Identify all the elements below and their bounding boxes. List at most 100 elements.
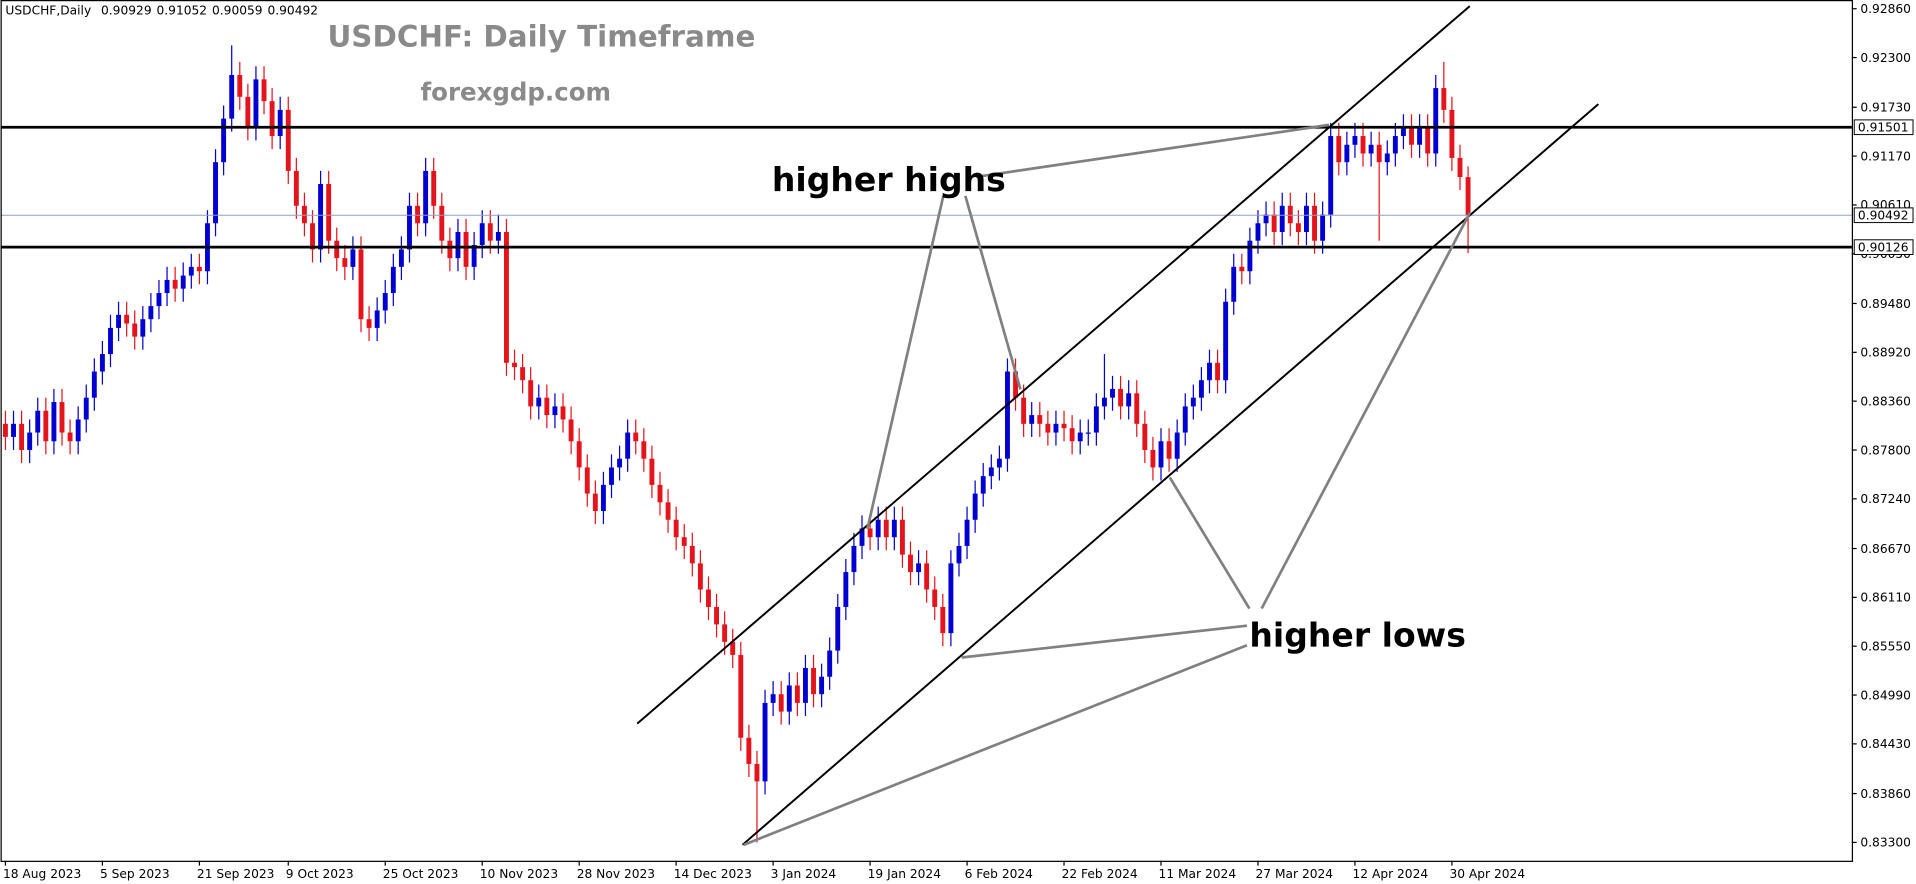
candle-body xyxy=(576,441,582,468)
candle-body xyxy=(334,240,340,259)
candle-body xyxy=(512,362,517,368)
candle-body xyxy=(520,367,526,381)
candle-body xyxy=(285,109,291,171)
candle-body xyxy=(301,205,307,224)
candle-body xyxy=(398,249,404,267)
candle-body xyxy=(746,737,752,764)
candle-body xyxy=(649,458,655,485)
x-tick-label: 18 Aug 2023 xyxy=(3,867,81,881)
x-tick-label: 12 Apr 2024 xyxy=(1352,867,1428,881)
candle-body xyxy=(762,702,768,782)
candle-body xyxy=(423,170,429,224)
candle-body xyxy=(35,410,41,433)
pointer-line xyxy=(1260,212,1471,610)
channel xyxy=(636,5,1599,846)
candle-body xyxy=(455,231,461,259)
candle-body xyxy=(350,249,356,267)
candle-body xyxy=(140,319,146,337)
axes: 0.928600.923000.917300.911700.906100.900… xyxy=(3,2,1914,881)
y-tick-label: 0.87800 xyxy=(1860,443,1911,457)
candle-body xyxy=(374,310,380,328)
candle-body xyxy=(1101,397,1107,407)
candle-body xyxy=(326,184,332,241)
candle-body xyxy=(633,432,639,442)
candle-body xyxy=(1069,428,1075,442)
candle-body xyxy=(19,423,25,450)
candle-body xyxy=(528,380,534,407)
candle-body xyxy=(584,467,590,494)
candle-body xyxy=(51,402,57,442)
y-tick-label: 0.83300 xyxy=(1860,836,1911,850)
chart-title: USDCHF: Daily Timeframe xyxy=(327,20,755,54)
candle-body xyxy=(27,432,33,450)
x-tick-label: 10 Nov 2023 xyxy=(480,867,558,881)
candle-body xyxy=(706,589,711,607)
candle-body xyxy=(463,231,469,267)
candle-body xyxy=(172,279,178,289)
candle-body xyxy=(1223,301,1229,381)
candle-body xyxy=(625,432,631,459)
candle-body xyxy=(964,519,970,546)
candle-body xyxy=(552,406,558,416)
candle-body xyxy=(1110,388,1115,398)
candle-body xyxy=(1013,371,1018,398)
candle-body xyxy=(617,458,623,468)
candle-body xyxy=(1392,136,1398,154)
level-label: 0.90126 xyxy=(1858,240,1909,254)
channel-upper xyxy=(636,5,1471,725)
candle-body xyxy=(673,519,679,538)
candle-body xyxy=(1328,136,1334,215)
y-tick-label: 0.84430 xyxy=(1860,737,1911,751)
x-tick-label: 6 Feb 2024 xyxy=(965,867,1034,881)
candle-body xyxy=(972,493,978,520)
candle-body xyxy=(1118,388,1124,407)
level-label: 0.91501 xyxy=(1858,121,1909,135)
candle-body xyxy=(1029,415,1035,424)
candle-body xyxy=(1368,144,1374,154)
candle-body xyxy=(1384,153,1390,163)
candle-body xyxy=(1061,423,1067,429)
candle-body xyxy=(1182,406,1188,433)
candle-body xyxy=(447,240,453,259)
candle-body xyxy=(770,694,776,703)
x-tick-label: 5 Sep 2023 xyxy=(100,867,170,881)
candle-body xyxy=(544,397,550,416)
candle-body xyxy=(1134,393,1140,424)
ohlc-high: 0.91052 xyxy=(157,4,208,18)
candle-body xyxy=(1053,423,1059,433)
ohlc-open: 0.90929 xyxy=(101,4,152,18)
candle-body xyxy=(1376,144,1382,163)
candle-body xyxy=(310,223,315,250)
candle-body xyxy=(75,419,81,442)
candle-body xyxy=(948,563,954,634)
y-tick-label: 0.84990 xyxy=(1860,688,1911,702)
y-tick-label: 0.87240 xyxy=(1860,492,1911,506)
candle-body xyxy=(116,314,122,328)
level-box xyxy=(1853,119,1914,136)
candle-body xyxy=(439,205,445,241)
candle-body xyxy=(148,306,154,320)
candle-body xyxy=(778,694,784,712)
candle-body xyxy=(132,323,138,337)
channel-lower xyxy=(741,103,1599,846)
x-tick-label: 14 Dec 2023 xyxy=(674,867,752,881)
candle-body xyxy=(221,118,227,163)
candle-body xyxy=(415,205,421,224)
candle-body xyxy=(1247,240,1253,272)
candle-body xyxy=(730,641,736,655)
candle-body xyxy=(1279,205,1285,232)
candle-body xyxy=(1093,406,1099,433)
candle-body xyxy=(1441,88,1447,110)
candle-body xyxy=(1287,205,1293,224)
candle-body xyxy=(1320,214,1326,241)
candle-body xyxy=(996,458,1002,468)
y-tick-label: 0.92860 xyxy=(1860,2,1911,16)
candle-body xyxy=(1005,371,1010,459)
candle-body xyxy=(253,79,259,128)
candle-body xyxy=(924,563,930,590)
y-tick-label: 0.83860 xyxy=(1860,787,1911,801)
candle-body xyxy=(318,184,324,250)
price-box xyxy=(1853,207,1914,224)
candle-body xyxy=(2,423,8,437)
